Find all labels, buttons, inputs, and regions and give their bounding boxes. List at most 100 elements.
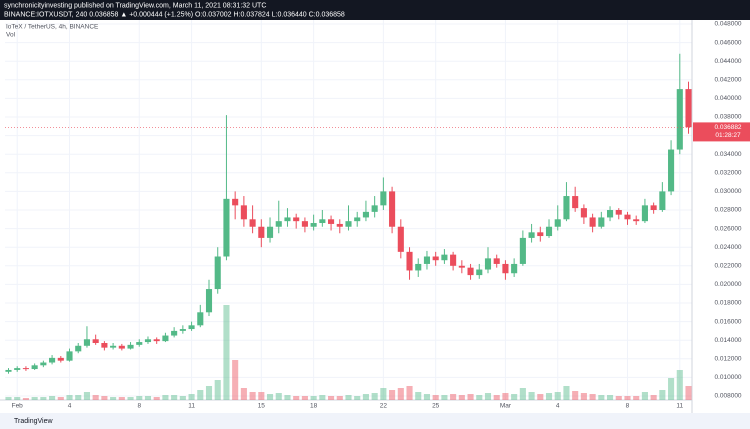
candle-body [223, 198, 230, 257]
volume-bar [554, 392, 561, 400]
candle-body [328, 219, 335, 224]
candle-body [266, 226, 274, 238]
y-tick-label: 0.040000 [714, 95, 741, 102]
volume-bar [14, 397, 21, 400]
volume-bar [49, 396, 56, 400]
chart-title: IoTeX / TetherUS, 4h, BINANCE [6, 24, 99, 31]
volume-bar [511, 394, 518, 400]
brand: TradingView [14, 418, 53, 425]
candle-body [57, 357, 64, 361]
candle-body [205, 289, 213, 313]
x-tick-label: Feb [12, 403, 24, 410]
header-bar [0, 0, 750, 20]
candle-body [415, 263, 422, 271]
volume-bar [319, 395, 326, 400]
candle-body [676, 89, 683, 150]
volume-bar [606, 395, 614, 400]
symbol-line: BINANCE:IOTXUSDT, 240 0.036858 ▲ +0.0004… [4, 11, 345, 18]
volume-bar [362, 394, 369, 400]
candle-body [685, 89, 692, 128]
volume-bar [92, 395, 99, 400]
volume-bar [232, 360, 239, 400]
candle-body [179, 329, 186, 331]
volume-bar [685, 386, 692, 400]
candle-body [310, 223, 317, 227]
volume-bar [415, 392, 422, 400]
candle-body [293, 217, 300, 222]
candle-body [240, 205, 247, 220]
candle-body [345, 221, 352, 227]
candle-body [92, 339, 99, 343]
volume-bar [336, 396, 343, 400]
x-tick-label: 15 [258, 403, 266, 410]
candle-body [493, 258, 500, 264]
candle-body [40, 362, 47, 366]
candle-body [336, 223, 343, 227]
candle-body [371, 205, 378, 212]
candle-body [545, 226, 553, 237]
y-tick-label: 0.044000 [714, 58, 741, 65]
candle-body [476, 269, 483, 276]
volume-bar [153, 397, 160, 400]
candle-body [650, 205, 657, 210]
candle-body [319, 219, 326, 224]
candle-body [615, 210, 622, 215]
volume-bar [537, 394, 544, 400]
volume-bar [275, 393, 282, 400]
candle-body [537, 232, 544, 237]
x-tick-label: 18 [310, 403, 318, 410]
volume-bar [406, 386, 413, 400]
countdown-label: 01:28:27 [715, 132, 741, 139]
candle-body [432, 256, 439, 261]
candle-body [572, 196, 579, 209]
volume-bar [258, 392, 265, 400]
volume-bar [563, 386, 570, 400]
x-tick-label: 4 [68, 403, 72, 410]
candle-body [5, 369, 12, 372]
volume-bar [423, 394, 431, 400]
candle-body [49, 357, 56, 363]
publisher-line: synchronicityinvesting published on Trad… [4, 2, 266, 9]
candle-body [275, 221, 282, 227]
volume-bar [75, 395, 82, 400]
volume-bar [641, 392, 648, 400]
candle-body [380, 191, 387, 206]
candle-body [110, 345, 117, 348]
volume-bar [354, 396, 361, 400]
volume-bar [171, 395, 178, 400]
candle-body [519, 237, 526, 264]
y-tick-label: 0.018000 [714, 300, 741, 307]
candle-body [153, 339, 160, 342]
candle-body [423, 256, 431, 264]
volume-bar [371, 393, 378, 400]
volume-bar [301, 396, 308, 400]
volume-bar [57, 397, 64, 400]
candle-body [389, 191, 396, 227]
candle-body [668, 149, 675, 192]
volume-bar [5, 397, 12, 400]
candle-body [66, 351, 73, 361]
volume-bar [127, 397, 134, 400]
volume-bar [668, 378, 675, 400]
volume-bar [101, 396, 108, 400]
volume-bar [650, 395, 657, 400]
x-tick-label: 8 [626, 403, 630, 410]
volume-bar [345, 395, 352, 400]
volume-bar [389, 390, 396, 400]
volume-bar [458, 395, 465, 400]
volume-label: Vol [6, 32, 16, 39]
volume-bar [40, 397, 47, 400]
volume-bar [572, 391, 579, 400]
volume-bar [624, 396, 631, 400]
candle-body [458, 265, 465, 268]
volume-bar [450, 394, 457, 400]
candle-body [127, 344, 134, 349]
volume-bar [432, 395, 439, 400]
candle-body [406, 251, 413, 271]
y-tick-label: 0.010000 [714, 374, 741, 381]
candle-body [589, 217, 596, 227]
volume-bar [476, 395, 483, 400]
x-tick-label: 4 [556, 403, 560, 410]
last-price-tag [693, 122, 750, 142]
